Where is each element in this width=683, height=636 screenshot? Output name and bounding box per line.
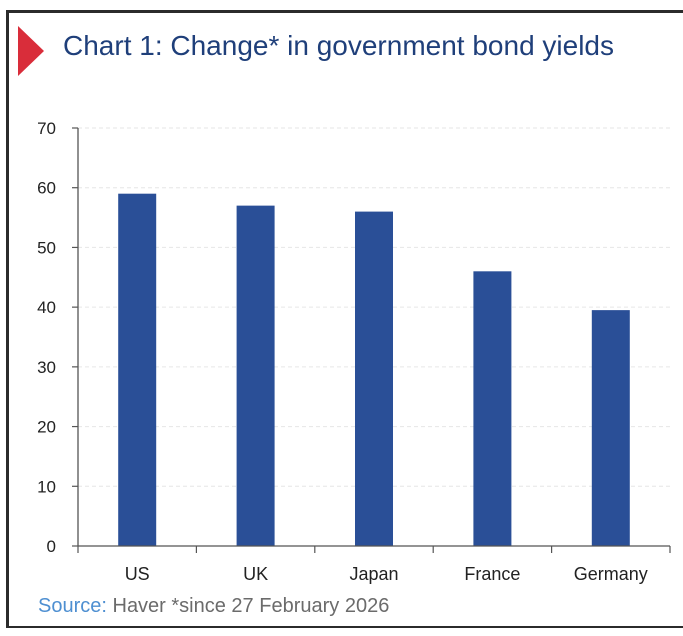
source-label: Source: <box>38 595 107 617</box>
source-note: Source: Haver *since 27 February 2026 <box>38 595 389 618</box>
x-tick-label: Japan <box>349 564 398 584</box>
y-tick-label: 10 <box>37 477 56 496</box>
x-tick-label: Germany <box>574 564 648 584</box>
bar-us <box>118 193 157 546</box>
x-tick-label: UK <box>243 564 268 584</box>
y-tick-label: 50 <box>37 238 56 257</box>
x-tick-label: US <box>125 564 150 584</box>
source-text: Haver *since 27 February 2026 <box>106 595 390 617</box>
y-tick-label: 60 <box>37 179 56 198</box>
y-tick-label: 30 <box>37 358 56 377</box>
chart-title: Chart 1: Change* in government bond yiel… <box>63 30 615 61</box>
bar-japan <box>355 211 393 546</box>
bar-france <box>473 271 512 546</box>
y-tick-label: 40 <box>37 298 56 317</box>
title-marker-icon <box>18 26 44 76</box>
bar-germany <box>591 310 630 546</box>
y-tick-label: 70 <box>37 119 56 138</box>
bar-uk <box>236 205 275 546</box>
x-tick-label: France <box>464 564 520 584</box>
y-tick-label: 0 <box>47 537 56 556</box>
y-tick-label: 20 <box>37 418 56 437</box>
